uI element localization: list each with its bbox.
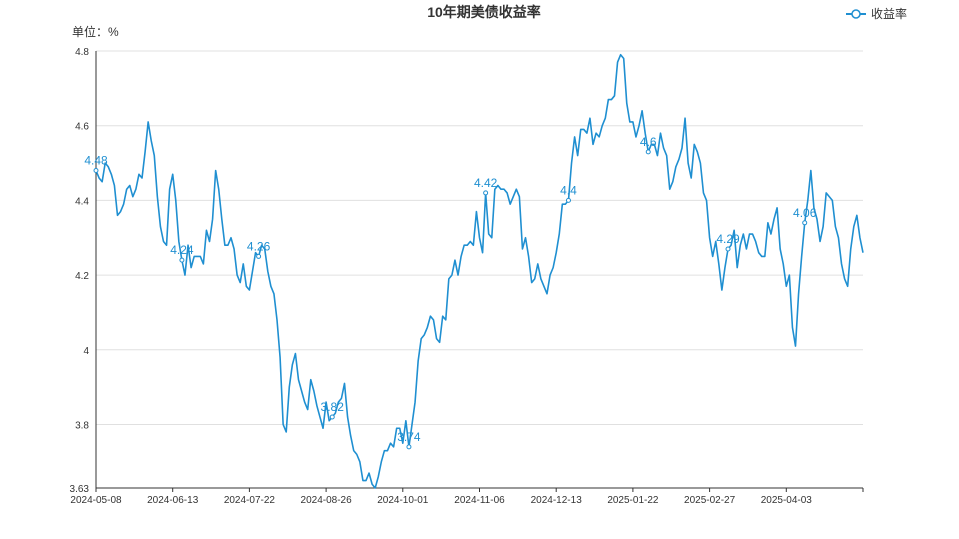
- y-tick-label: 4.2: [75, 271, 89, 282]
- y-tick-label: 4.4: [75, 196, 89, 207]
- y-tick-label: 3.63: [70, 484, 90, 495]
- data-point: [406, 444, 412, 450]
- series-layer: [95, 53, 864, 489]
- gridlines: [96, 50, 863, 426]
- data-label: 4.26: [247, 239, 271, 253]
- data-label: 3.82: [321, 400, 345, 414]
- x-tick-label: 2024-11-06: [454, 495, 505, 506]
- legend-marker-icon: [851, 9, 861, 19]
- data-point: [565, 197, 571, 203]
- x-tick-label: 2024-07-22: [224, 495, 276, 506]
- data-label: 3.74: [397, 430, 421, 444]
- x-tick-label: 2025-04-03: [761, 495, 813, 506]
- series-line: [95, 53, 864, 489]
- axes: 3.63 3.8 4 4.2 4.4 4.6 4.8 2024-05-08 2024-06-13…: [70, 47, 864, 506]
- data-point: [645, 149, 651, 155]
- legend[interactable]: 收益率: [846, 6, 907, 21]
- x-tick-label: 2025-01-22: [607, 495, 659, 506]
- data-point: [483, 190, 489, 196]
- data-point: [725, 246, 731, 252]
- data-label: 4.4: [560, 183, 577, 197]
- legend-label: 收益率: [871, 6, 907, 21]
- x-tick-label: 2024-05-08: [70, 495, 122, 506]
- x-tick-label: 2025-02-27: [684, 495, 736, 506]
- chart-title: 10年期美债收益率: [427, 4, 541, 20]
- data-point: [179, 257, 185, 263]
- x-tick-label: 2024-10-01: [377, 495, 429, 506]
- x-tick-label: 2024-08-26: [301, 495, 353, 506]
- y-tick-label: 4.6: [75, 122, 89, 133]
- data-label: 4.29: [716, 232, 740, 246]
- y-tick-label: 4.8: [75, 47, 89, 58]
- data-point: [256, 253, 262, 259]
- data-point: [329, 414, 335, 420]
- y-tick-label: 3.8: [75, 421, 89, 432]
- data-point: [93, 168, 99, 174]
- data-label: 4.24: [170, 243, 194, 257]
- x-tick-label: 2024-12-13: [531, 495, 583, 506]
- annotations: 4.48 4.24 4.26 3.82 3.74 4.42 4.4 4.6 4.29 4.06: [84, 135, 817, 450]
- data-label: 4.6: [640, 135, 657, 149]
- x-tick-label: 2024-06-13: [147, 495, 199, 506]
- unit-label: 单位：%: [72, 24, 119, 39]
- y-tick-label: 4: [83, 346, 89, 357]
- data-label: 4.42: [474, 176, 498, 190]
- data-label: 4.48: [84, 154, 108, 168]
- data-label: 4.06: [793, 206, 817, 220]
- data-point: [802, 220, 808, 226]
